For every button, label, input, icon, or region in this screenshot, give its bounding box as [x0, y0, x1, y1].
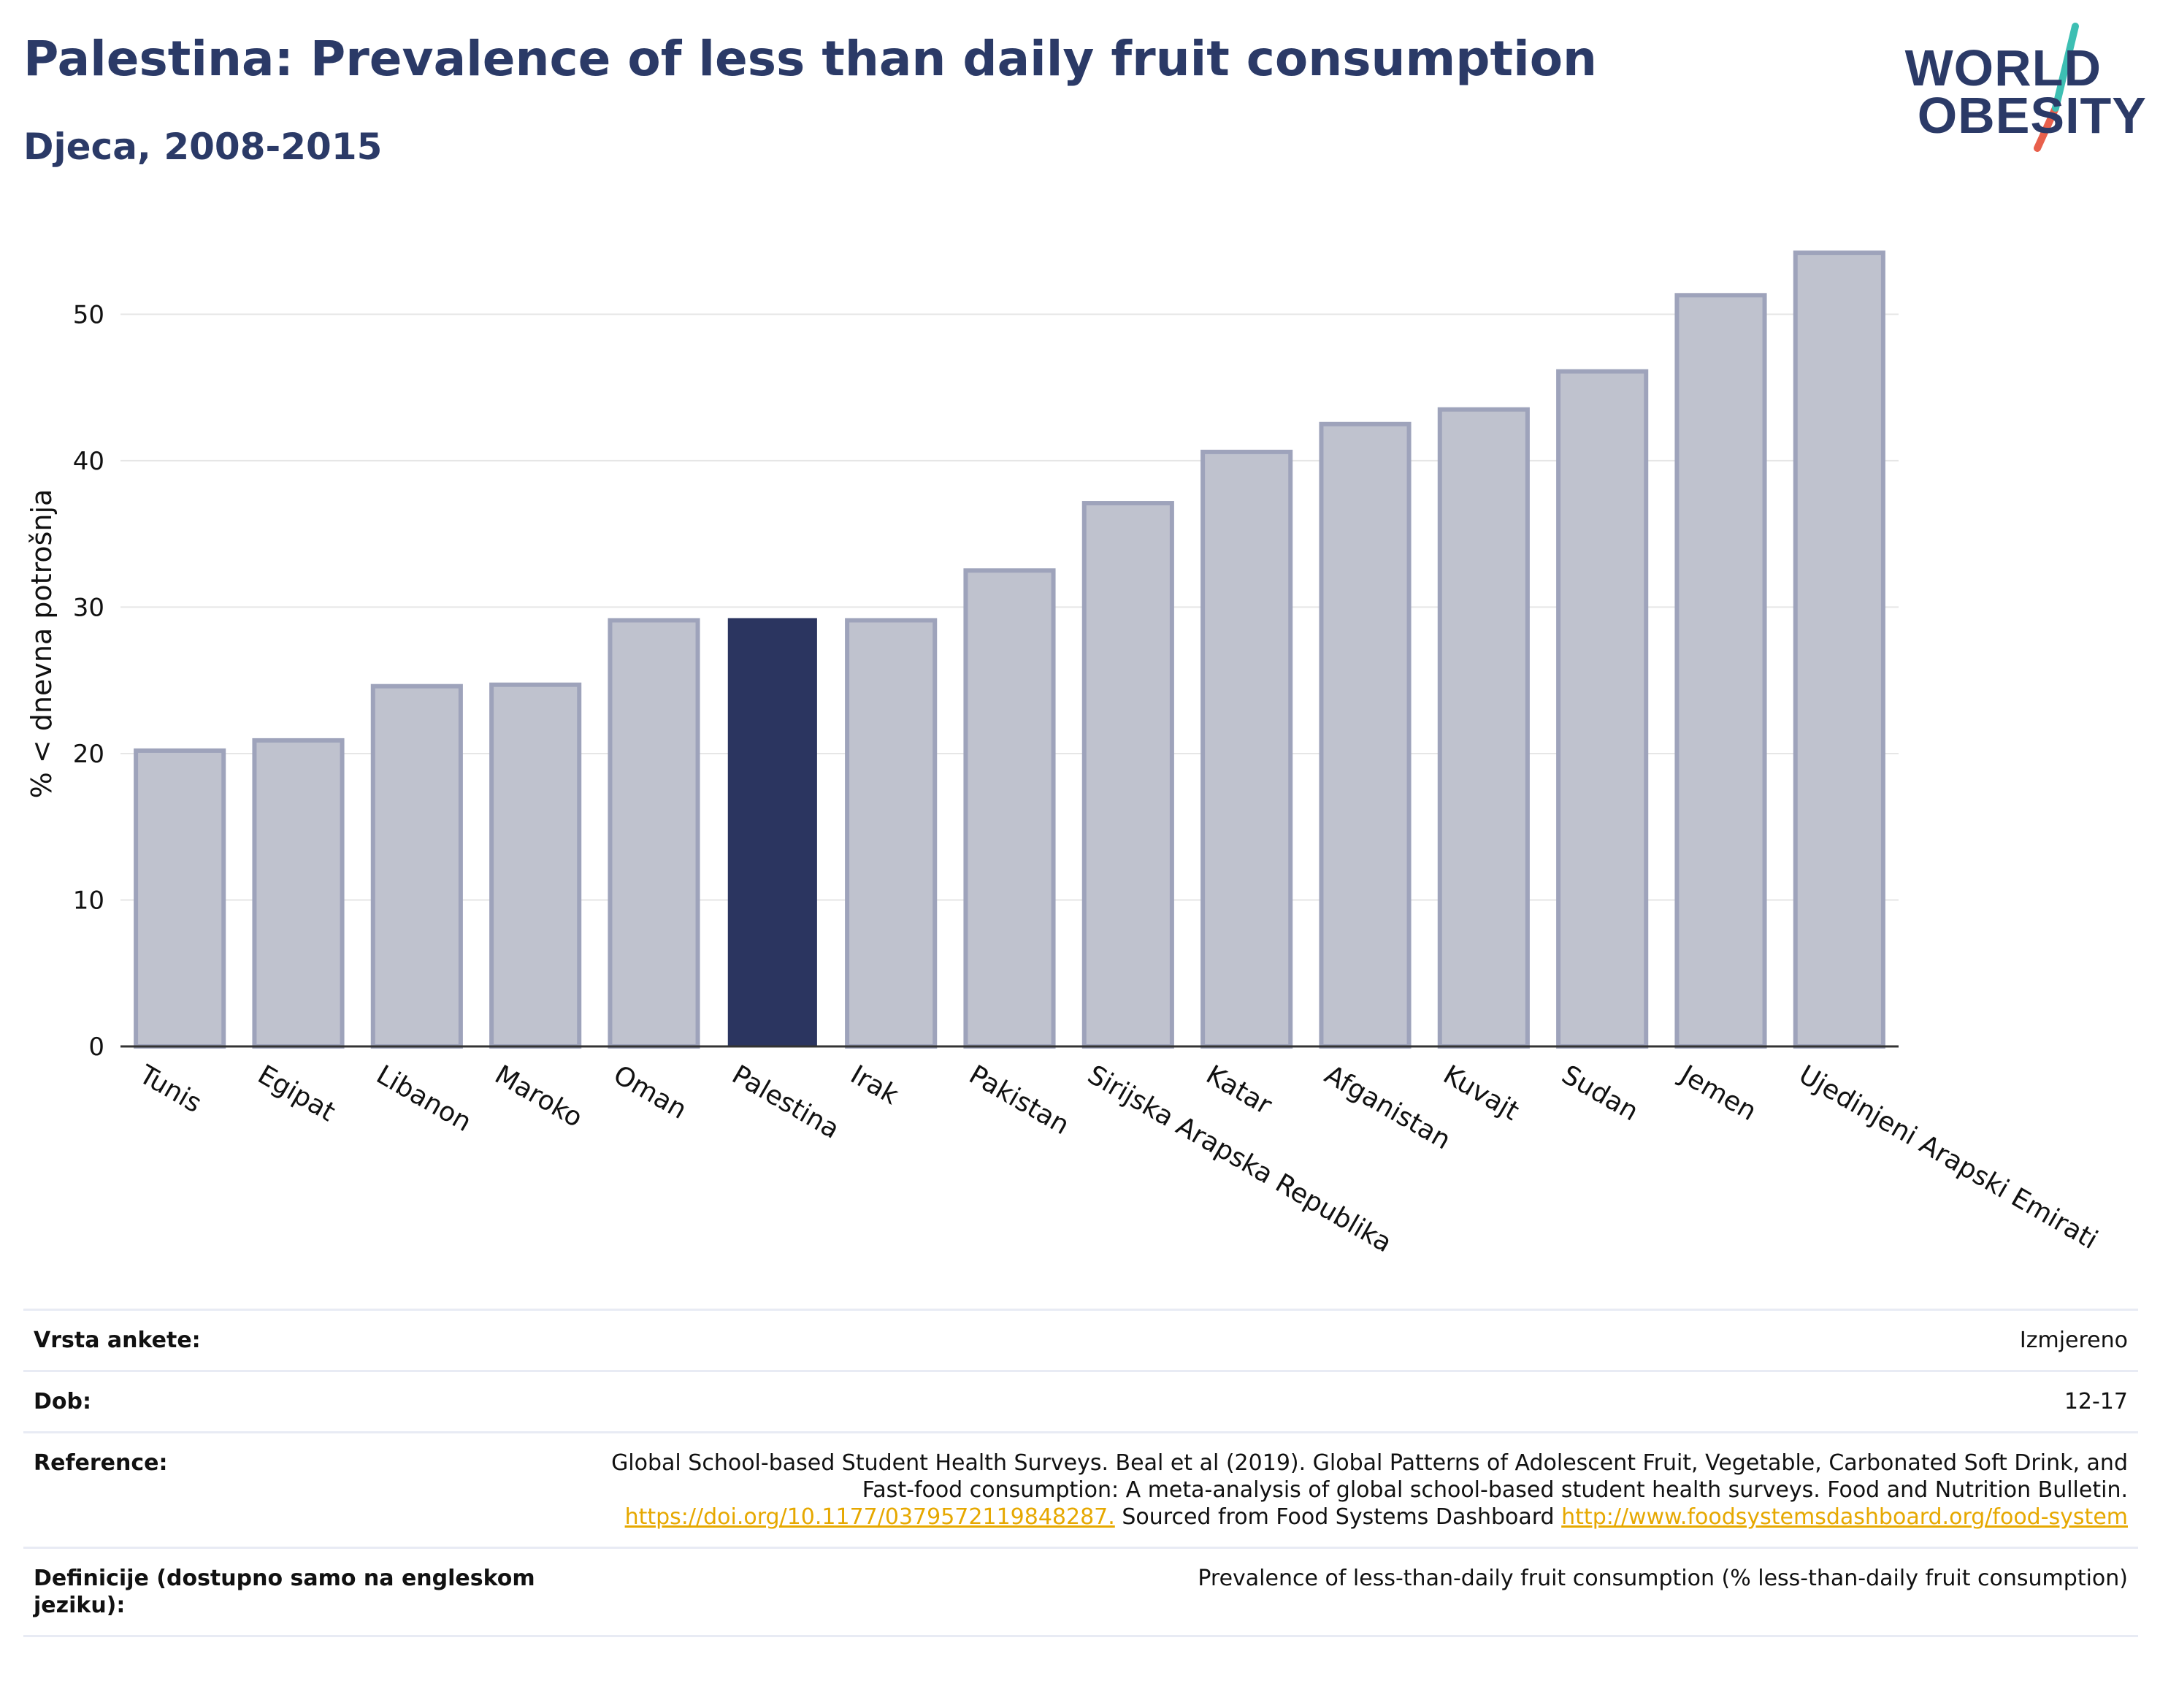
bar-sudan: [1556, 369, 1649, 1049]
survey-type-value: Izmjereno: [2019, 1328, 2128, 1353]
bar-irak: [845, 618, 938, 1049]
definition-row: Definicije (dostupno samo na engleskom j…: [23, 1547, 2138, 1637]
x-tick-label: Egipat: [253, 1060, 340, 1127]
bar-tunis: [134, 748, 226, 1049]
food-systems-link[interactable]: http://www.foodsystemsdashboard.org/food…: [1561, 1504, 2128, 1530]
x-tick-label: Ujedinjeni Arapski Emirati: [1793, 1060, 2102, 1255]
chart-title: Palestina: Prevalence of less than daily…: [23, 31, 1598, 87]
x-tick-label: Irak: [846, 1060, 904, 1111]
reference-label: Reference:: [34, 1450, 168, 1476]
bar-egipat: [252, 738, 345, 1049]
y-tick-label: 10: [73, 886, 104, 915]
chart-subtitle: Djeca, 2008-2015: [23, 126, 383, 168]
age-row: Dob: 12-17: [23, 1370, 2138, 1431]
x-tick-label: Sudan: [1557, 1060, 1644, 1127]
reference-text-2: Sourced from Food Systems Dashboard: [1122, 1504, 1555, 1530]
x-tick-label: Jemen: [1674, 1059, 1761, 1127]
bar-katar: [1200, 449, 1293, 1049]
x-tick-label: Maroko: [490, 1060, 588, 1133]
bar-sirijska-arapska-republika: [1081, 501, 1174, 1049]
bar-ujedinjeni-arapski-emirati: [1793, 250, 1885, 1049]
logo-slash-icon: [2034, 23, 2079, 152]
bar-maroko: [489, 682, 582, 1049]
x-tick-label: Oman: [608, 1060, 692, 1125]
bar-kuvajt: [1437, 407, 1530, 1049]
definition-label: Definicije (dostupno samo na engleskom j…: [34, 1566, 535, 1618]
x-tick-label: Libanon: [371, 1060, 476, 1138]
bar-libanon: [370, 683, 463, 1049]
bar-oman: [608, 618, 700, 1049]
y-tick-label: 20: [73, 740, 104, 769]
reference-text-1: Global School-based Student Health Surve…: [611, 1450, 2128, 1503]
x-tick-label: Kuvajt: [1438, 1060, 1524, 1127]
y-tick-label: 0: [88, 1033, 104, 1062]
survey-type-row: Vrsta ankete: Izmjereno: [23, 1309, 2138, 1370]
bar-afganistan: [1319, 421, 1412, 1049]
reference-row: Reference: Global School-based Student H…: [23, 1431, 2138, 1547]
bar-palestina: [727, 618, 817, 1047]
x-tick-label: Palestina: [727, 1060, 844, 1145]
logo-word-world: WORLD: [1904, 39, 2102, 96]
logo-word-obesity: OBESITY: [1917, 87, 2147, 144]
info-table: Vrsta ankete: Izmjereno Dob: 12-17 Refer…: [23, 1309, 2138, 1637]
bar-pakistan: [963, 568, 1056, 1049]
world-obesity-logo[interactable]: WORLD OBESITY: [1904, 20, 2147, 152]
definition-value: Prevalence of less-than-daily fruit cons…: [1198, 1566, 2128, 1591]
survey-type-label: Vrsta ankete:: [34, 1328, 201, 1353]
x-tick-label: Katar: [1201, 1060, 1277, 1121]
age-label: Dob:: [34, 1389, 91, 1414]
x-tick-label: Pakistan: [964, 1060, 1074, 1141]
reference-value: Global School-based Student Health Surve…: [589, 1449, 2128, 1531]
age-value: 12-17: [2064, 1389, 2128, 1414]
bar-jemen: [1674, 293, 1767, 1049]
x-tick-label: Tunis: [134, 1060, 207, 1119]
bar-chart: 0 10 20 30 40 50 % < dnevna potrošnja Tunis Egip…: [26, 250, 2102, 1258]
y-tick-label: 40: [73, 447, 104, 476]
doi-link[interactable]: https://doi.org/10.1177/0379572119848287…: [624, 1504, 1115, 1530]
y-axis-title: % < dnevna potrošnja: [26, 489, 58, 799]
y-tick-label: 30: [73, 593, 104, 622]
y-tick-label: 50: [73, 300, 104, 329]
x-tick-label: Afganistan: [1320, 1060, 1455, 1155]
